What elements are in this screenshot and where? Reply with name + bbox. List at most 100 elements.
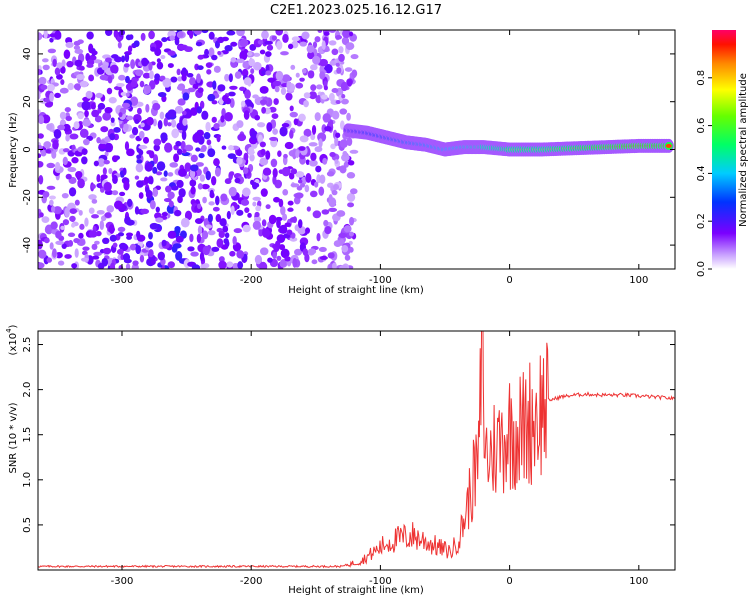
- spectrogram-cell: [181, 130, 187, 141]
- spectrogram-cell: [338, 232, 348, 239]
- spectrogram-cell: [153, 144, 160, 152]
- spectrogram-cell: [54, 30, 62, 40]
- spectrogram-cell: [159, 75, 166, 81]
- spectrogram-cell: [326, 171, 335, 177]
- spectrogram-cell: [157, 91, 167, 98]
- spectrogram-cell: [74, 199, 80, 206]
- spectrogram-y-label: Frequency (Hz): [8, 112, 19, 188]
- spectrogram-cell: [170, 119, 177, 128]
- spectrogram-cell: [155, 217, 164, 223]
- spectrogram-cell: [331, 87, 339, 94]
- spectrogram-cell: [43, 30, 48, 39]
- spectrogram-cell: [86, 31, 94, 40]
- spectrogram-cell: [94, 240, 100, 245]
- spectrogram-cell: [154, 73, 161, 81]
- spectrogram-cell: [136, 180, 144, 188]
- spectrogram-cell: [331, 110, 340, 120]
- spectrogram-cell: [199, 174, 206, 182]
- spectrogram-cell: [338, 265, 348, 269]
- spectrogram-cell: [307, 70, 315, 79]
- spectrogram-cell: [249, 44, 257, 51]
- spectrogram-cell: [292, 257, 298, 268]
- x-tick-label: -300: [111, 275, 134, 286]
- spectrogram-cell: [102, 237, 110, 245]
- spectrogram-cell: [71, 263, 78, 269]
- spectrogram-cell: [197, 87, 204, 94]
- spectrogram-cell: [119, 191, 126, 197]
- spectrogram-cell: [300, 176, 307, 185]
- spectrogram-cell: [299, 135, 309, 143]
- spectrogram-cell: [260, 247, 269, 256]
- spectrogram-cell: [134, 175, 140, 180]
- spectrogram-cell: [349, 149, 359, 154]
- spectrogram-cell: [208, 201, 215, 206]
- spectrogram-cell: [319, 255, 328, 261]
- spectrogram-cell: [177, 44, 187, 50]
- spectrogram-cell: [90, 103, 96, 110]
- spectrogram-cell: [323, 85, 328, 91]
- snr-y-multiplier: (x104): [5, 324, 19, 355]
- spectrogram-cell: [252, 196, 261, 201]
- spectrogram-cell: [128, 34, 134, 40]
- spectrogram-cell: [124, 141, 130, 151]
- spectrogram-cell: [154, 47, 162, 57]
- spectrogram-cell: [82, 138, 90, 146]
- spectrogram-cell: [334, 159, 339, 164]
- spectrogram-cell: [47, 84, 55, 92]
- spectrogram-cell: [236, 209, 244, 216]
- spectrogram-cell: [247, 212, 252, 218]
- spectrogram-cell: [47, 48, 57, 54]
- spectrogram-cell: [145, 240, 154, 248]
- spectrogram-cell: [173, 153, 180, 163]
- spectrogram-cell: [135, 163, 144, 173]
- spectrogram-cell: [156, 161, 166, 171]
- spectrogram-cell: [129, 243, 137, 251]
- spectrogram-cell: [224, 178, 232, 185]
- spectrogram-cell: [88, 207, 95, 214]
- spectrogram-cell: [105, 30, 113, 37]
- spectrogram-cell: [222, 94, 229, 102]
- spectrogram-cell: [305, 159, 310, 165]
- spectrogram-cell: [79, 128, 89, 139]
- spectrogram-cell: [134, 119, 140, 124]
- spectrogram-cell: [229, 250, 236, 257]
- spectrogram-cell: [61, 243, 67, 250]
- spectrogram-cell: [162, 77, 172, 88]
- spectrogram-cell: [156, 61, 164, 70]
- x-tick-label: 100: [629, 576, 648, 587]
- spectrogram-cell: [47, 204, 52, 212]
- spectrogram-cell: [111, 190, 119, 196]
- spectrogram-cell: [234, 177, 241, 184]
- spectrogram-cell: [66, 60, 74, 68]
- spectrogram-cell: [113, 30, 119, 39]
- spectrogram-cell: [236, 120, 244, 128]
- spectrogram-cell: [97, 262, 105, 269]
- spectrogram-cell: [44, 97, 51, 103]
- spectrogram-cell: [77, 178, 85, 189]
- spectrogram-cell: [161, 239, 167, 247]
- spectrogram-cell: [314, 36, 321, 43]
- spectrogram-cell: [62, 123, 71, 132]
- spectrogram-cell: [255, 205, 261, 212]
- spectrogram-cell: [215, 214, 222, 223]
- spectrogram-cell: [252, 201, 257, 207]
- spectrogram-cell: [271, 35, 278, 41]
- spectrogram-cell: [81, 257, 89, 262]
- spectrogram-cell: [330, 143, 336, 150]
- spectrogram-cell: [287, 43, 294, 50]
- spectrogram-cell: [286, 229, 293, 236]
- spectrogram-cell: [230, 41, 238, 47]
- spectrogram-cell: [125, 92, 130, 97]
- spectrogram-cell: [165, 185, 172, 193]
- colorbar-ticks: 0.0 0.2 0.4 0.6 0.8: [696, 70, 712, 277]
- spectrogram-cell: [284, 256, 291, 262]
- spectrogram-cell: [148, 231, 153, 240]
- spectrogram-cell: [267, 77, 276, 83]
- spectrogram-cell: [236, 149, 243, 157]
- spectrogram-cell: [62, 156, 68, 166]
- spectrogram-cell: [178, 188, 186, 198]
- spectrogram-cell: [78, 232, 84, 239]
- spectrogram-cell: [48, 195, 56, 200]
- spectrogram-cell: [73, 45, 81, 51]
- spectrogram-cell: [102, 247, 112, 255]
